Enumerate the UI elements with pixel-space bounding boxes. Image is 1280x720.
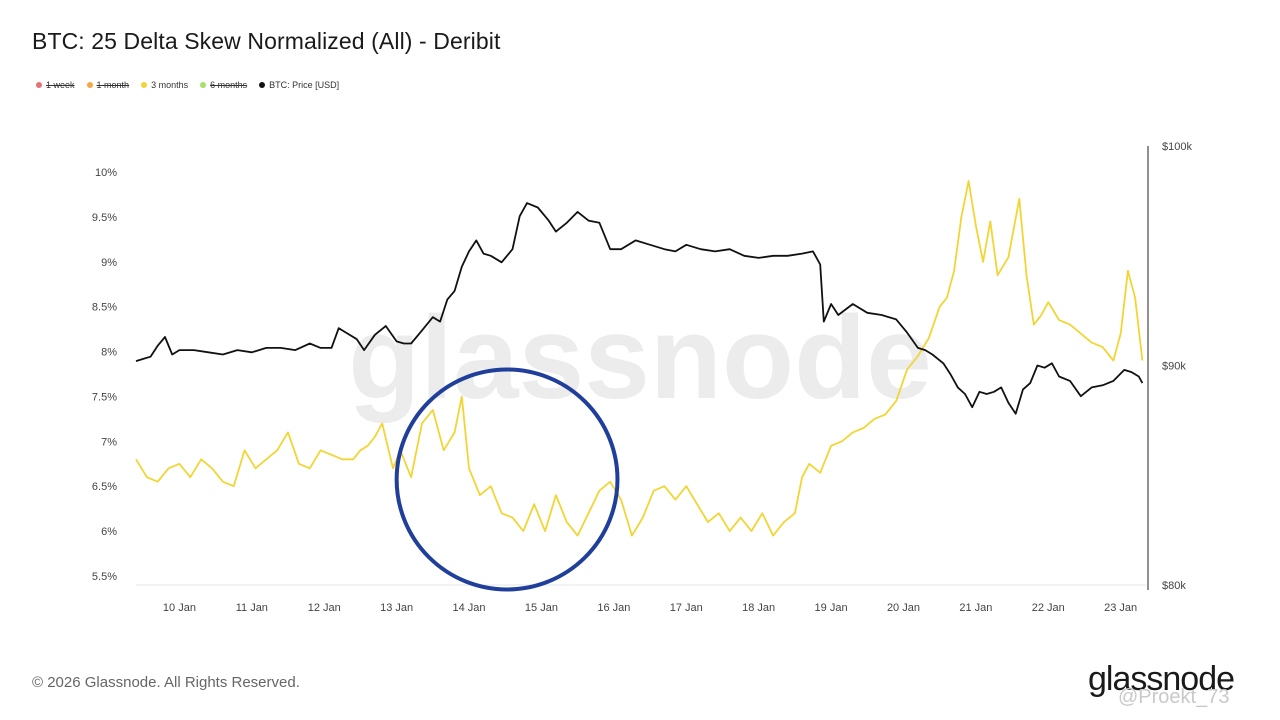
- y-left-tick-label: 6.5%: [92, 481, 117, 493]
- x-tick-label: 15 Jan: [525, 602, 558, 614]
- y-right-tick-label: $90k: [1162, 361, 1186, 373]
- legend-label-6-months: 6 months: [210, 80, 248, 90]
- x-tick-label: 19 Jan: [815, 602, 848, 614]
- x-tick-label: 10 Jan: [163, 602, 196, 614]
- legend-label-btc-price: BTC: Price [USD]: [269, 80, 340, 90]
- legend-dot-6-months: [200, 82, 207, 88]
- btc-price-line: [135, 202, 1144, 415]
- x-tick-label: 12 Jan: [308, 602, 341, 614]
- legend-dot-1-week: [36, 82, 42, 88]
- x-tick-label: 20 Jan: [887, 602, 920, 614]
- legend-label-3-months: 3 months: [151, 80, 189, 90]
- chart-title: BTC: 25 Delta Skew Normalized (All) - De…: [32, 28, 501, 54]
- legend-dot-btc-price: [259, 82, 266, 88]
- y-left-tick-label: 7.5%: [92, 391, 117, 403]
- x-tick-label: 22 Jan: [1032, 602, 1065, 614]
- x-tick-label: 17 Jan: [670, 602, 703, 614]
- y-right-tick-label: $80k: [1162, 580, 1186, 592]
- x-tick-label: 21 Jan: [959, 602, 992, 614]
- x-tick-label: 16 Jan: [597, 602, 630, 614]
- legend-dot-3-months: [141, 82, 148, 88]
- y-left-tick-label: 10%: [95, 167, 117, 179]
- legend-item-3-months[interactable]: 3 months: [141, 80, 188, 90]
- x-tick-label: 11 Jan: [236, 602, 268, 614]
- legend-label-1-month: 1 month: [96, 80, 130, 90]
- glassnode-logo[interactable]: glassnode: [1088, 660, 1235, 698]
- x-tick-label: 14 Jan: [453, 602, 486, 614]
- x-tick-label: 13 Jan: [380, 602, 413, 614]
- legend-item-1-week[interactable]: 1 week: [36, 80, 75, 90]
- watermark-text: glassnode: [348, 292, 932, 424]
- chart-legend: 1 week 1 month 3 months 6 months BTC: Pr…: [36, 80, 339, 90]
- copyright-footer: © 2026 Glassnode. All Rights Reserved.: [32, 674, 300, 691]
- y-left-tick-label: 5.5%: [92, 571, 117, 583]
- x-tick-label: 23 Jan: [1104, 602, 1137, 614]
- legend-label-1-week: 1 week: [46, 80, 75, 90]
- legend-item-1-month[interactable]: 1 month: [86, 80, 130, 90]
- y-left-tick-label: 8.5%: [92, 302, 117, 314]
- y-left-tick-label: 8%: [101, 347, 117, 359]
- y-right-tick-label: $100k: [1162, 141, 1192, 153]
- y-left-tick-label: 6%: [101, 526, 117, 538]
- legend-item-btc-price[interactable]: BTC: Price [USD]: [259, 80, 339, 90]
- skew-3-months-line: [135, 180, 1144, 537]
- legend-dot-1-month: [86, 82, 93, 88]
- legend-item-6-months[interactable]: 6 months: [200, 80, 247, 90]
- highlight-ellipse: [394, 367, 620, 592]
- author-handle-watermark: @Proekt_73: [1118, 686, 1230, 708]
- y-left-tick-label: 7%: [101, 436, 117, 448]
- y-left-tick-label: 9%: [101, 257, 117, 269]
- y-left-tick-label: 9.5%: [92, 212, 117, 224]
- x-tick-label: 18 Jan: [742, 602, 775, 614]
